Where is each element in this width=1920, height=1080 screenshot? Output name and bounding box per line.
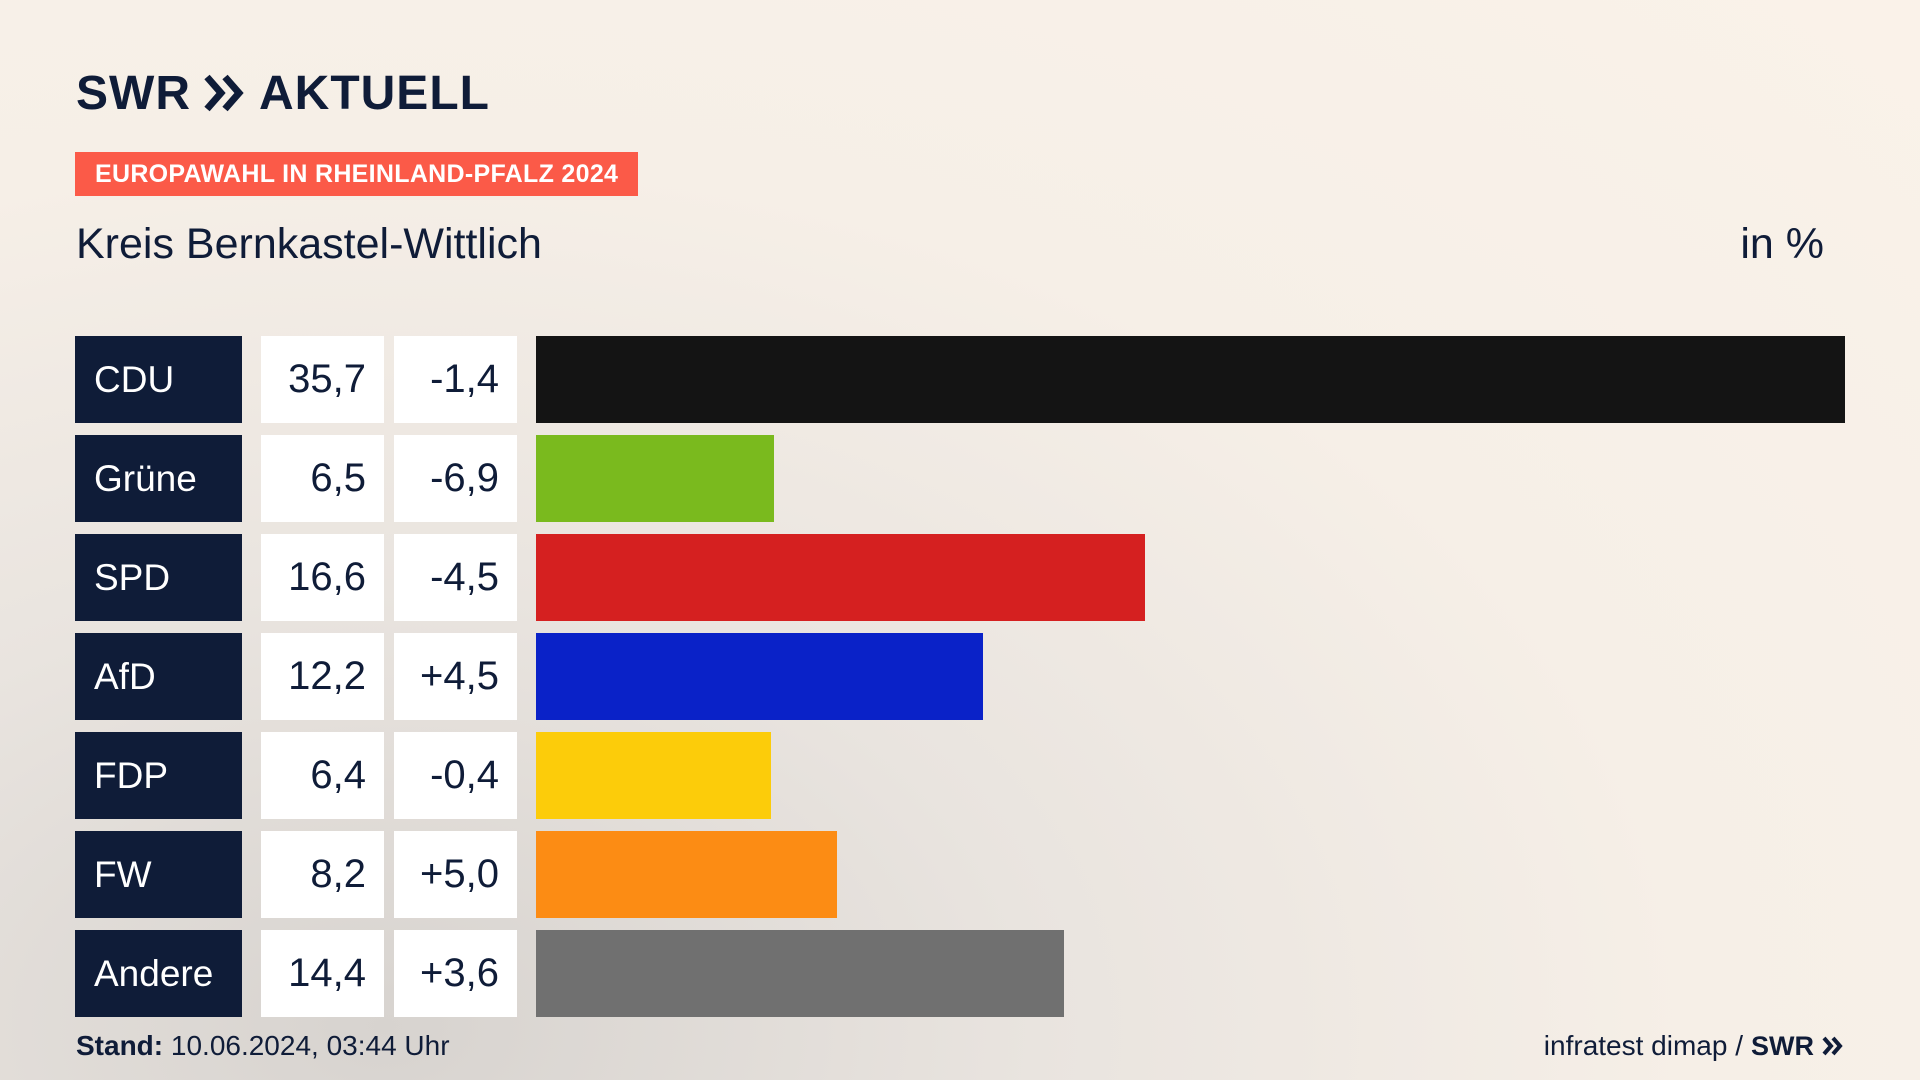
- change-label: -0,4: [394, 732, 517, 819]
- party-label: Grüne: [75, 435, 242, 522]
- chart-row: SPD 16,6 -4,5: [75, 534, 1845, 621]
- change-label: +3,6: [394, 930, 517, 1017]
- double-chevron-icon-small: [1822, 1036, 1843, 1056]
- vote-share-label: 6,5: [261, 435, 384, 522]
- double-chevron-icon: [204, 74, 244, 112]
- swr-aktuell-logo: SWR AKTUELL: [76, 66, 490, 120]
- change-label: -6,9: [394, 435, 517, 522]
- party-label: AfD: [75, 633, 242, 720]
- result-bar: [536, 930, 1064, 1017]
- chart-row: AfD 12,2 +4,5: [75, 633, 1845, 720]
- party-label: SPD: [75, 534, 242, 621]
- chart-row: Grüne 6,5 -6,9: [75, 435, 1845, 522]
- vote-share-label: 8,2: [261, 831, 384, 918]
- timestamp: Stand: 10.06.2024, 03:44 Uhr: [76, 1030, 450, 1062]
- stand-label: Stand:: [76, 1030, 164, 1061]
- vote-share-label: 12,2: [261, 633, 384, 720]
- election-kicker: EUROPAWAHL IN RHEINLAND-PFALZ 2024: [75, 152, 639, 196]
- chart-row: FDP 6,4 -0,4: [75, 732, 1845, 819]
- vote-share-label: 14,4: [261, 930, 384, 1017]
- change-label: -1,4: [394, 336, 517, 423]
- change-label: +5,0: [394, 831, 517, 918]
- result-bar: [536, 336, 1845, 423]
- source-swr-logo: SWR: [1751, 1030, 1814, 1061]
- chart-subtitle: Kreis Bernkastel-Wittlich: [76, 220, 542, 268]
- vote-share-label: 6,4: [261, 732, 384, 819]
- vote-share-label: 16,6: [261, 534, 384, 621]
- chart-row: FW 8,2 +5,0: [75, 831, 1845, 918]
- unit-label: in %: [1740, 220, 1824, 268]
- party-label: Andere: [75, 930, 242, 1017]
- result-bar: [536, 534, 1145, 621]
- logo-swr-text: SWR: [76, 66, 191, 120]
- source-text: infratest dimap /: [1543, 1030, 1743, 1061]
- chart-row: Andere 14,4 +3,6: [75, 930, 1845, 1017]
- stand-value: 10.06.2024, 03:44 Uhr: [170, 1030, 450, 1061]
- party-label: FDP: [75, 732, 242, 819]
- change-label: +4,5: [394, 633, 517, 720]
- change-label: -4,5: [394, 534, 517, 621]
- result-bar: [536, 732, 771, 819]
- vote-share-label: 35,7: [261, 336, 384, 423]
- result-bar: [536, 435, 774, 522]
- party-label: FW: [75, 831, 242, 918]
- result-bar: [536, 633, 983, 720]
- source-credit: infratest dimap / SWR: [1544, 1030, 1844, 1062]
- result-bar: [536, 831, 837, 918]
- party-label: CDU: [75, 336, 242, 423]
- chart-row: CDU 35,7 -1,4: [75, 336, 1845, 423]
- logo-aktuell-text: AKTUELL: [258, 66, 490, 120]
